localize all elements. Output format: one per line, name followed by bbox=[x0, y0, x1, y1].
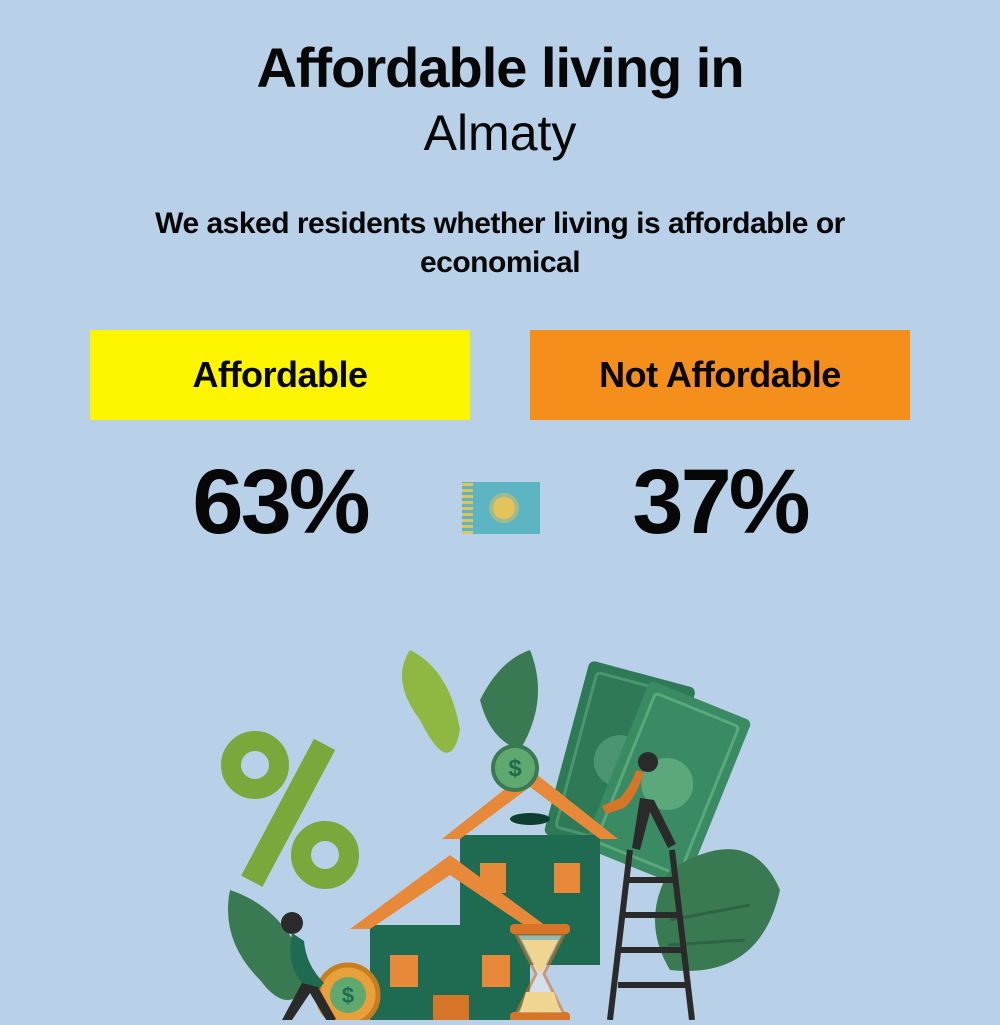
infographic-container: Affordable living in Almaty We asked res… bbox=[0, 0, 1000, 555]
title-city: Almaty bbox=[90, 104, 910, 162]
svg-text:$: $ bbox=[508, 755, 522, 782]
savings-house-illustration: $ $ bbox=[190, 640, 810, 1020]
svg-text:$: $ bbox=[342, 983, 354, 1008]
title-line1: Affordable living in bbox=[90, 35, 910, 100]
kazakhstan-flag-icon bbox=[462, 482, 540, 534]
affordable-card: Affordable 63% bbox=[90, 330, 470, 555]
not-affordable-card: Not Affordable 37% bbox=[530, 330, 910, 555]
subtitle-text: We asked residents whether living is aff… bbox=[90, 204, 910, 282]
affordable-percentage: 63% bbox=[192, 450, 367, 555]
not-affordable-label: Not Affordable bbox=[530, 330, 910, 420]
affordable-label: Affordable bbox=[90, 330, 470, 420]
not-affordable-percentage: 37% bbox=[632, 450, 807, 555]
